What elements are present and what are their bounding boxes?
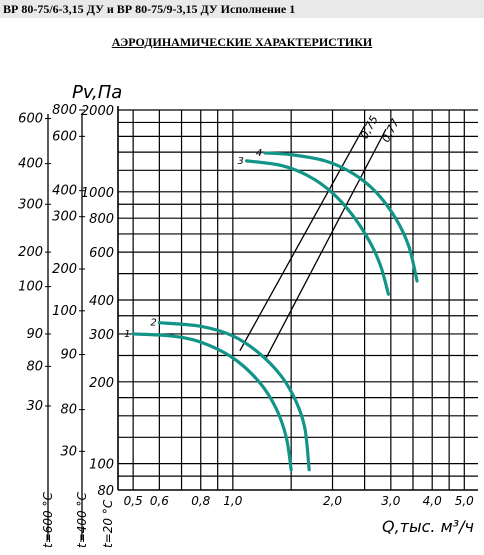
secondary-tick-label: 100 (52, 304, 77, 319)
series-label: 1 (124, 329, 130, 340)
series-curve-1 (131, 332, 293, 472)
secondary-tick-label: 30 (60, 444, 77, 459)
series-curve-4 (263, 151, 419, 283)
temperature-label: t=20 °C (101, 499, 115, 548)
secondary-tick-label: 90 (26, 327, 43, 342)
series-label: 4 (256, 148, 262, 159)
y-tick-label: 2000 (81, 104, 114, 119)
efficiency-label: 0,77 (379, 117, 402, 145)
efficiency-label: 0,75 (358, 113, 381, 141)
chart-grid (118, 109, 478, 490)
y-axis-title: Pv,Па (72, 82, 122, 103)
secondary-tick-label: 300 (52, 210, 77, 225)
temperature-label: t=400 °C (75, 492, 89, 548)
y-tick-label: 100 (89, 458, 114, 473)
chart-subtitle: АЭРОДИНАМИЧЕСКИЕ ХАРАКТЕРИСТИКИ (111, 35, 373, 49)
secondary-tick-label: 600 (18, 112, 43, 127)
efficiency-line (264, 128, 387, 361)
header-bar (0, 0, 484, 18)
x-tick-label: 1,0 (223, 494, 242, 508)
series-curve-2 (157, 321, 311, 472)
x-axis-title: Q,тыс. м³/ч (382, 517, 474, 536)
y-tick-label: 200 (89, 376, 114, 391)
secondary-tick-label: 400 (52, 184, 77, 199)
y-tick-label: 400 (89, 294, 114, 309)
secondary-tick-label: 80 (60, 403, 77, 418)
series-label: 3 (238, 156, 244, 167)
series-label: 2 (150, 318, 156, 329)
y-tick-label: 600 (89, 246, 114, 261)
y-tick-label: 800 (89, 212, 114, 227)
x-tick-label: 0,6 (150, 494, 169, 508)
secondary-tick-label: 90 (60, 348, 77, 363)
x-tick-label: 0,8 (191, 494, 210, 508)
x-tick-label: 4,0 (423, 494, 442, 508)
secondary-tick-label: 80 (26, 359, 43, 374)
efficiency-lines (239, 125, 387, 361)
x-tick-label: 3,0 (381, 494, 400, 508)
secondary-tick-label: 200 (18, 245, 43, 260)
secondary-tick-label: 800 (52, 103, 77, 118)
secondary-tick-label: 400 (18, 157, 43, 172)
secondary-tick-label: 600 (52, 129, 77, 144)
temperature-label: t=600 °C (41, 492, 55, 548)
y-tick-label: 1000 (81, 186, 114, 201)
x-tick-label: 2,0 (323, 494, 342, 508)
secondary-tick-label: 30 (26, 399, 43, 414)
x-tick-label: 0,5 (124, 494, 143, 508)
secondary-tick-label: 200 (52, 262, 77, 277)
y-tick-label: 80 (97, 484, 114, 499)
chart-curves (131, 151, 419, 472)
efficiency-line (239, 125, 366, 352)
series-curve-3 (244, 159, 391, 296)
secondary-tick-label: 300 (18, 197, 43, 212)
chart-axes (45, 106, 478, 540)
page-title: ВР 80-75/6-3,15 ДУ и ВР 80-75/9-3,15 ДУ … (3, 2, 296, 16)
y-tick-label: 300 (89, 328, 114, 343)
secondary-tick-label: 100 (18, 280, 43, 295)
x-tick-label: 5,0 (455, 494, 474, 508)
